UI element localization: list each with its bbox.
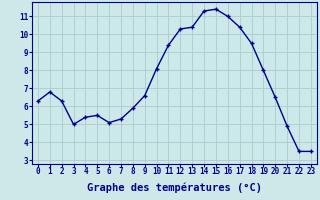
X-axis label: Graphe des températures (°C): Graphe des températures (°C): [87, 182, 262, 193]
